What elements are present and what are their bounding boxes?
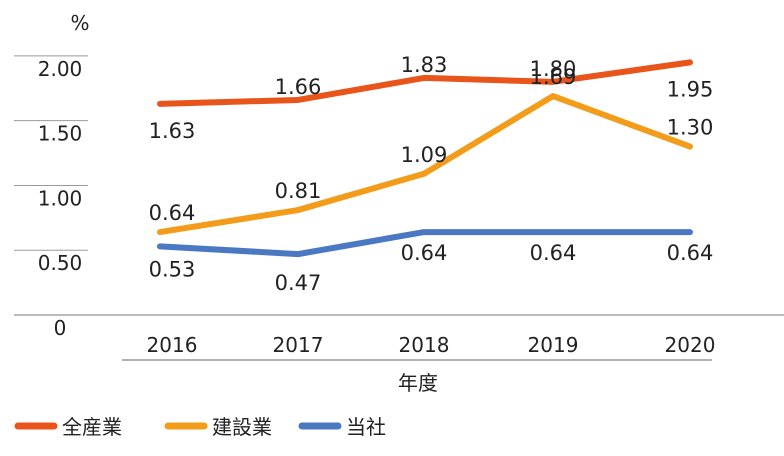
x-tick-label: 2018 xyxy=(399,333,450,357)
x-tick-label: 2017 xyxy=(273,333,324,357)
y-tick-label: 2.00 xyxy=(38,57,83,81)
y-tick-label: 1.00 xyxy=(38,186,83,210)
y-axis-ticks: 0 0.50 1.00 1.50 2.00 xyxy=(38,57,83,340)
data-label: 1.95 xyxy=(667,77,714,101)
legend: 全産業 建設業 当社 xyxy=(14,415,386,439)
data-label: 0.64 xyxy=(149,201,196,225)
data-label: 1.83 xyxy=(401,53,448,77)
legend-label: 建設業 xyxy=(212,415,272,439)
x-tick-label: 2020 xyxy=(665,333,716,357)
series-lines xyxy=(157,59,693,258)
y-tick-label: 1.50 xyxy=(38,122,83,146)
data-label: 1.30 xyxy=(667,116,714,140)
data-label: 0.64 xyxy=(530,241,577,265)
legend-label: 当社 xyxy=(346,415,386,439)
y-tick-label: 0.50 xyxy=(38,251,83,275)
data-label: 0.53 xyxy=(149,257,196,281)
data-labels: 1.63 1.66 1.83 1.80 1.95 0.64 0.81 1.09 1.69 1.30… xyxy=(149,53,714,295)
data-label: 0.64 xyxy=(401,241,448,265)
x-axis-title: 年度 xyxy=(398,371,438,395)
grid-lines xyxy=(14,55,784,316)
series-line xyxy=(157,93,693,236)
data-label: 1.66 xyxy=(275,75,322,99)
x-axis-ticks: 2016 2017 2018 2019 2020 xyxy=(147,333,716,357)
data-label: 1.09 xyxy=(401,143,448,167)
series-line xyxy=(157,59,693,107)
x-tick-label: 2019 xyxy=(528,333,579,357)
data-label: 0.47 xyxy=(275,271,322,295)
x-tick-label: 2016 xyxy=(147,333,198,357)
y-tick-label: 0 xyxy=(54,316,67,340)
data-label: 0.64 xyxy=(667,241,714,265)
legend-label: 全産業 xyxy=(62,415,122,439)
data-label: 0.81 xyxy=(275,179,322,203)
y-unit-label: % xyxy=(70,11,89,35)
data-label: 1.80 xyxy=(530,57,577,81)
data-label: 1.69 xyxy=(530,65,577,89)
data-label: 1.63 xyxy=(149,119,196,143)
series-line xyxy=(157,229,693,258)
